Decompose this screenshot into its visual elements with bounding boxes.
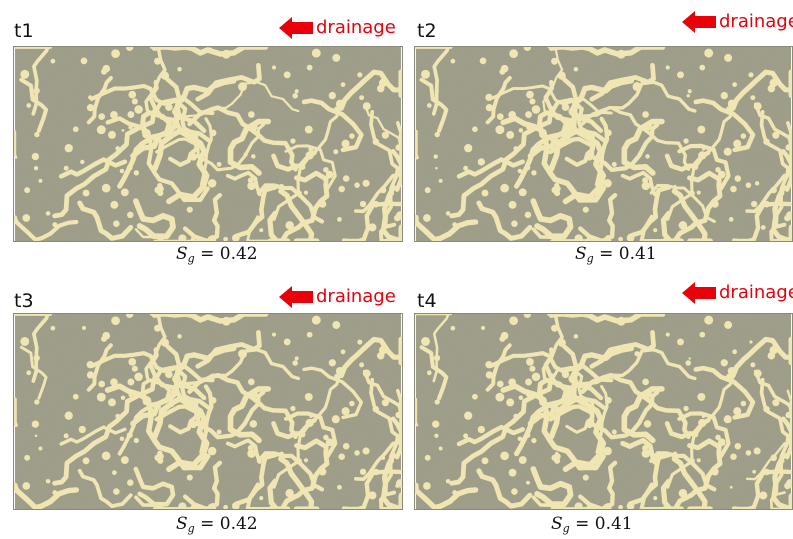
time-label: t2 — [417, 20, 437, 42]
gas-saturation-value: 0.42 — [219, 514, 258, 534]
gas-saturation-value: 0.42 — [219, 244, 258, 264]
left-arrow-icon — [682, 282, 716, 304]
left-arrow-icon — [682, 11, 716, 33]
flow-direction-label: drainage — [719, 282, 793, 303]
micromodel-image — [13, 313, 403, 510]
flow-direction-label: drainage — [316, 286, 396, 307]
gas-saturation: Sg = 0.42 — [176, 514, 258, 535]
gas-saturation: Sg = 0.41 — [575, 244, 657, 265]
flow-indicator: drainage — [682, 9, 793, 35]
gas-saturation-value: 0.41 — [594, 514, 633, 534]
micromodel-image — [414, 46, 793, 242]
time-label: t1 — [14, 20, 34, 42]
time-label: t4 — [417, 290, 437, 312]
flow-indicator: drainage — [682, 280, 793, 306]
micromodel-image — [13, 46, 403, 242]
gas-saturation: Sg = 0.42 — [176, 244, 258, 265]
flow-direction-label: drainage — [719, 11, 793, 32]
flow-indicator: drainage — [279, 284, 396, 310]
micromodel-image — [414, 313, 793, 510]
time-label: t3 — [14, 290, 34, 312]
flow-indicator: drainage — [279, 15, 396, 41]
left-arrow-icon — [279, 286, 313, 308]
flow-direction-label: drainage — [316, 17, 396, 38]
gas-saturation: Sg = 0.41 — [551, 514, 633, 535]
left-arrow-icon — [279, 17, 313, 39]
gas-saturation-value: 0.41 — [618, 244, 657, 264]
